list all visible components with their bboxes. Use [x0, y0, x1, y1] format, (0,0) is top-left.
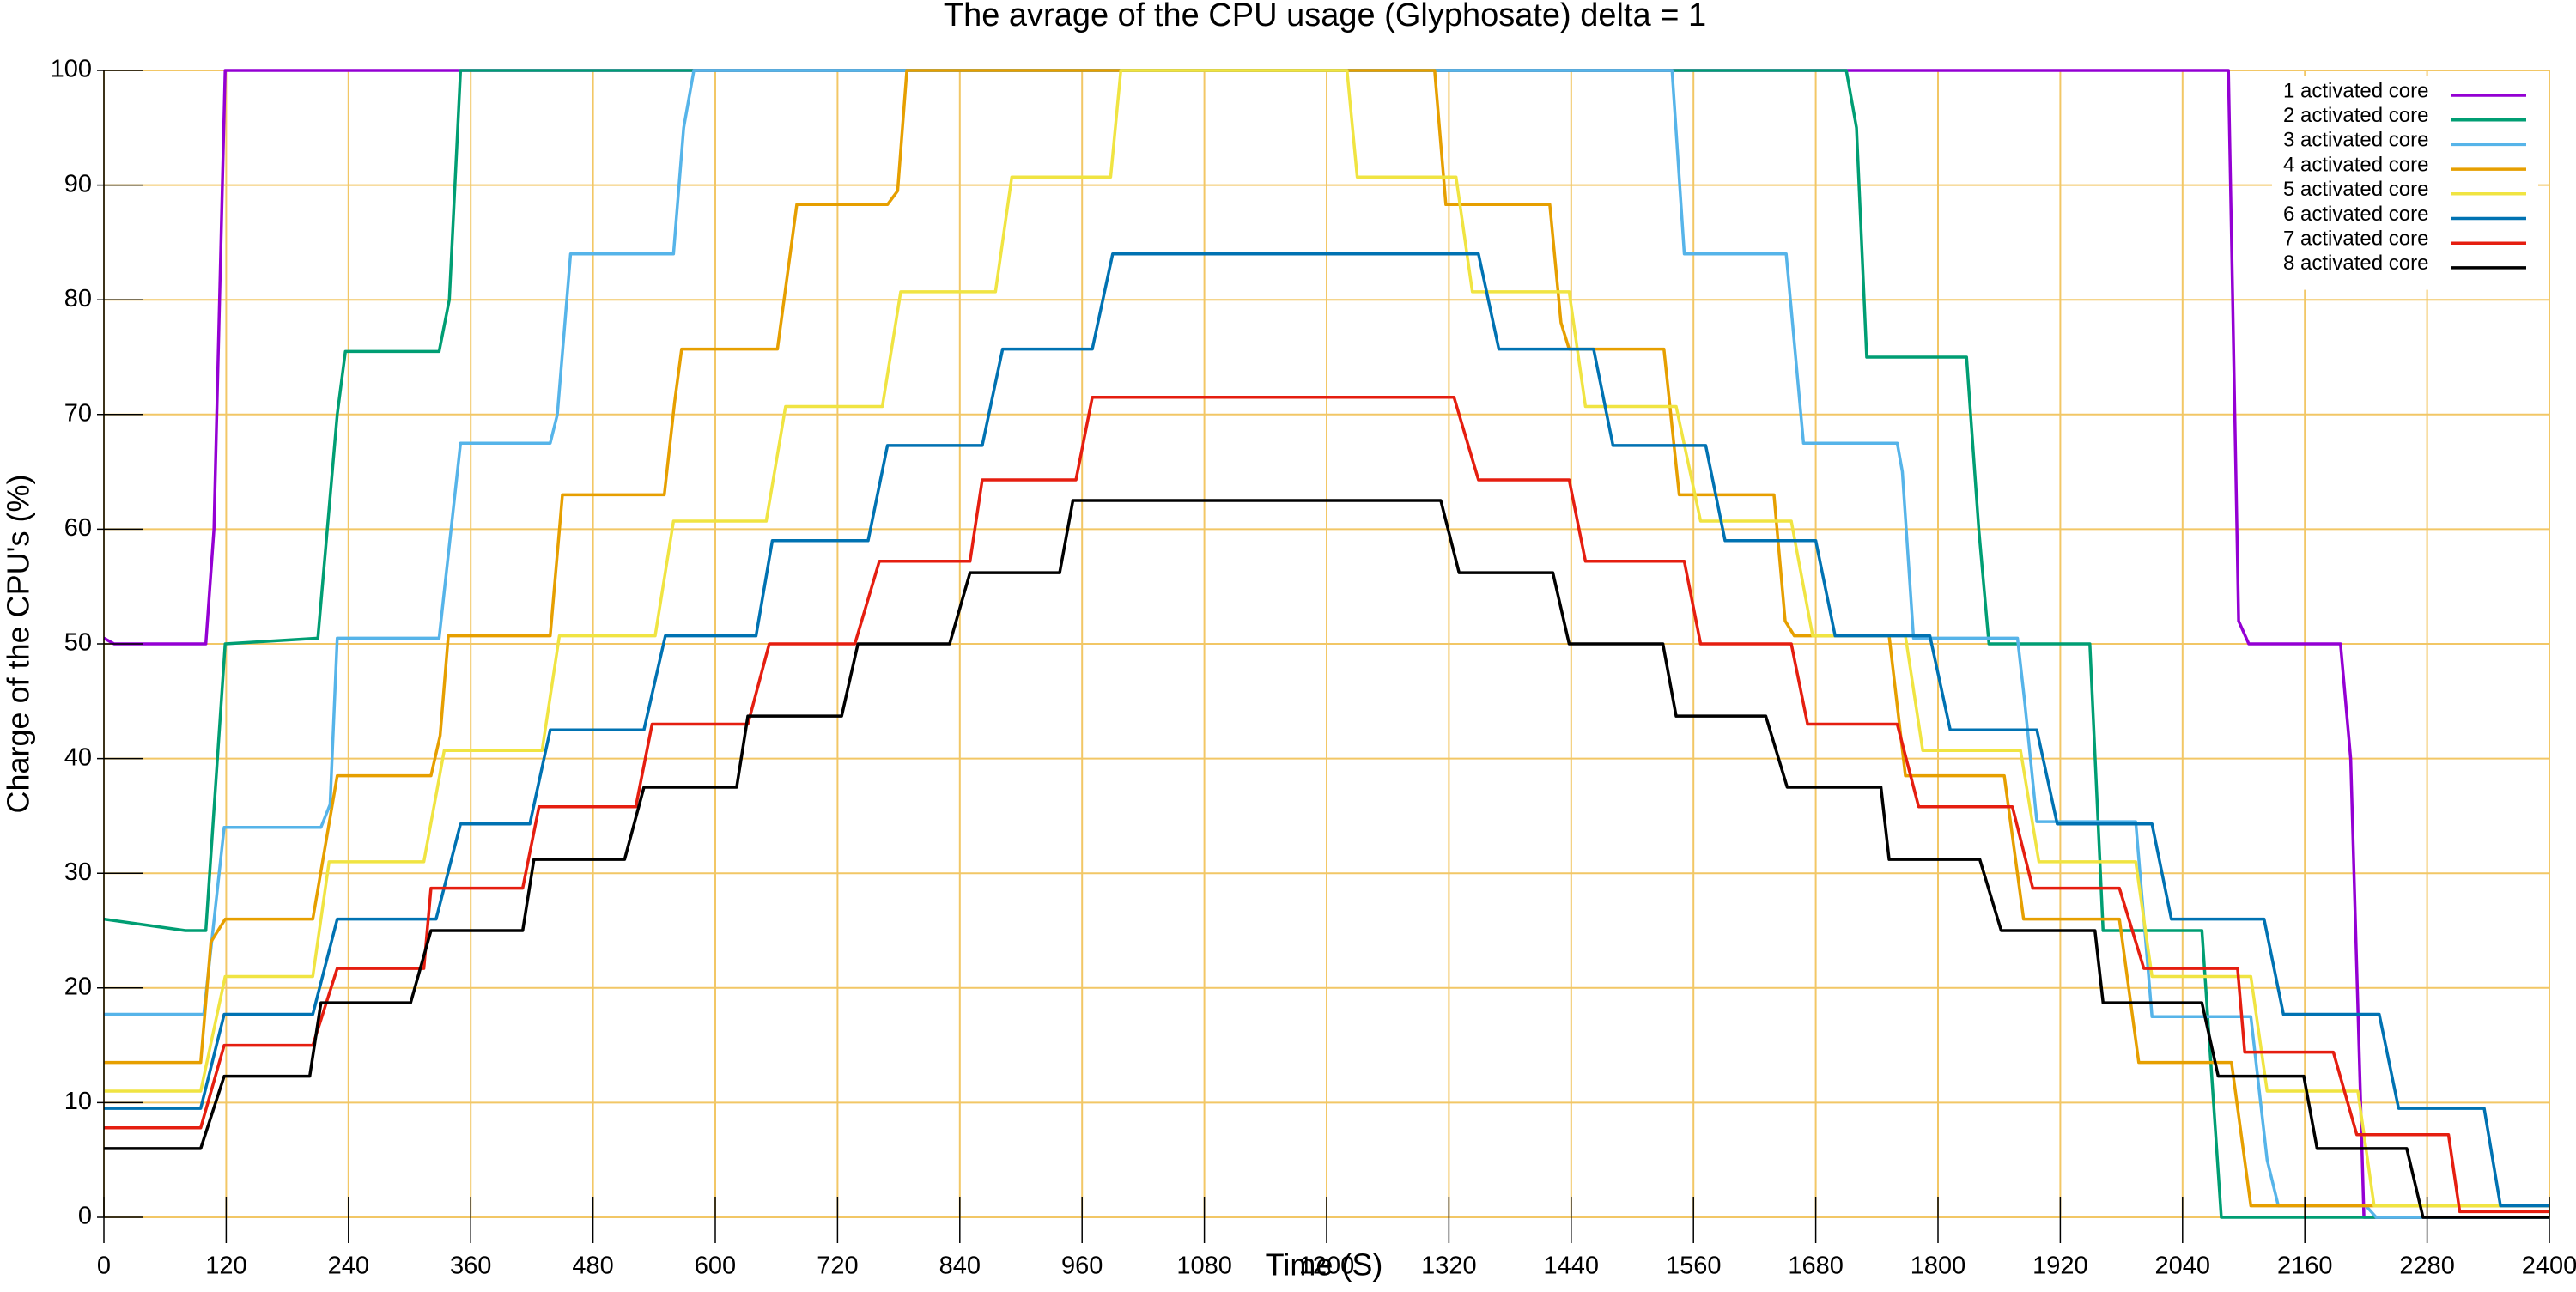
x-tick-label: 1200	[1299, 1253, 1355, 1280]
x-tick-label: 2040	[2155, 1253, 2211, 1280]
grid	[103, 70, 2550, 1218]
series-line	[104, 499, 2549, 1219]
x-tick-label: 0	[97, 1253, 111, 1280]
y-tick-label: 10	[64, 1088, 92, 1115]
plot-lines	[103, 69, 2549, 1219]
legend-label: 2 activated core	[2283, 104, 2428, 127]
legend-box	[2272, 76, 2538, 290]
series-line	[104, 252, 2549, 1208]
series-line	[104, 69, 2549, 1219]
y-tick-label: 30	[64, 858, 92, 886]
y-tick-label: 40	[64, 743, 92, 771]
y-tick-label: 80	[64, 285, 92, 312]
x-tick-label: 600	[695, 1253, 736, 1280]
x-tick-label: 960	[1061, 1253, 1103, 1280]
x-tick-label: 240	[328, 1253, 369, 1280]
legend-label: 8 activated core	[2283, 252, 2428, 275]
legend-label: 3 activated core	[2283, 129, 2428, 152]
x-tick-label: 1320	[1421, 1253, 1477, 1280]
x-tick-label: 1080	[1176, 1253, 1232, 1280]
series-line	[104, 396, 2549, 1214]
x-tick-label: 1440	[1544, 1253, 1600, 1280]
x-tick-label: 2400	[2522, 1253, 2576, 1280]
y-tick-label: 50	[64, 629, 92, 657]
x-tick-label: 120	[205, 1253, 246, 1280]
x-tick-label: 2160	[2277, 1253, 2333, 1280]
x-tick-label: 840	[939, 1253, 981, 1280]
axes: 0 10 20 30 40 50 60 70 80 90 100 0 120 240 360 480 600 72…	[51, 56, 2576, 1280]
y-axis-title: Charge of the CPU's (%)	[1, 474, 36, 813]
y-tick-label: 90	[64, 170, 92, 197]
x-tick-label: 2280	[2399, 1253, 2455, 1280]
chart-title: The avrage of the CPU usage (Glyphosate)…	[944, 0, 1706, 33]
y-tick-label: 20	[64, 973, 92, 1000]
x-tick-label: 1920	[2032, 1253, 2088, 1280]
x-axis-title: Time (S)	[1266, 1247, 1383, 1283]
series-line	[103, 69, 2549, 1219]
x-tick-label: 1680	[1788, 1253, 1844, 1280]
x-tick-label: 1560	[1666, 1253, 1722, 1280]
series-line	[103, 69, 2549, 1219]
x-tick-label: 1800	[1911, 1253, 1966, 1280]
x-tick-label: 480	[572, 1253, 613, 1280]
y-tick-label: 0	[78, 1203, 92, 1230]
legend-label: 4 activated core	[2283, 153, 2428, 176]
legend-label: 6 activated core	[2283, 203, 2428, 226]
x-tick-label: 360	[450, 1253, 491, 1280]
y-tick-label: 70	[64, 399, 92, 427]
y-tick-label: 100	[51, 56, 92, 83]
legend-label: 7 activated core	[2283, 227, 2428, 251]
series-line	[104, 69, 2549, 1208]
legend-label: 1 activated core	[2283, 79, 2428, 102]
x-tick-label: 720	[817, 1253, 858, 1280]
legend-label: 5 activated core	[2283, 178, 2428, 201]
y-tick-label: 60	[64, 514, 92, 542]
